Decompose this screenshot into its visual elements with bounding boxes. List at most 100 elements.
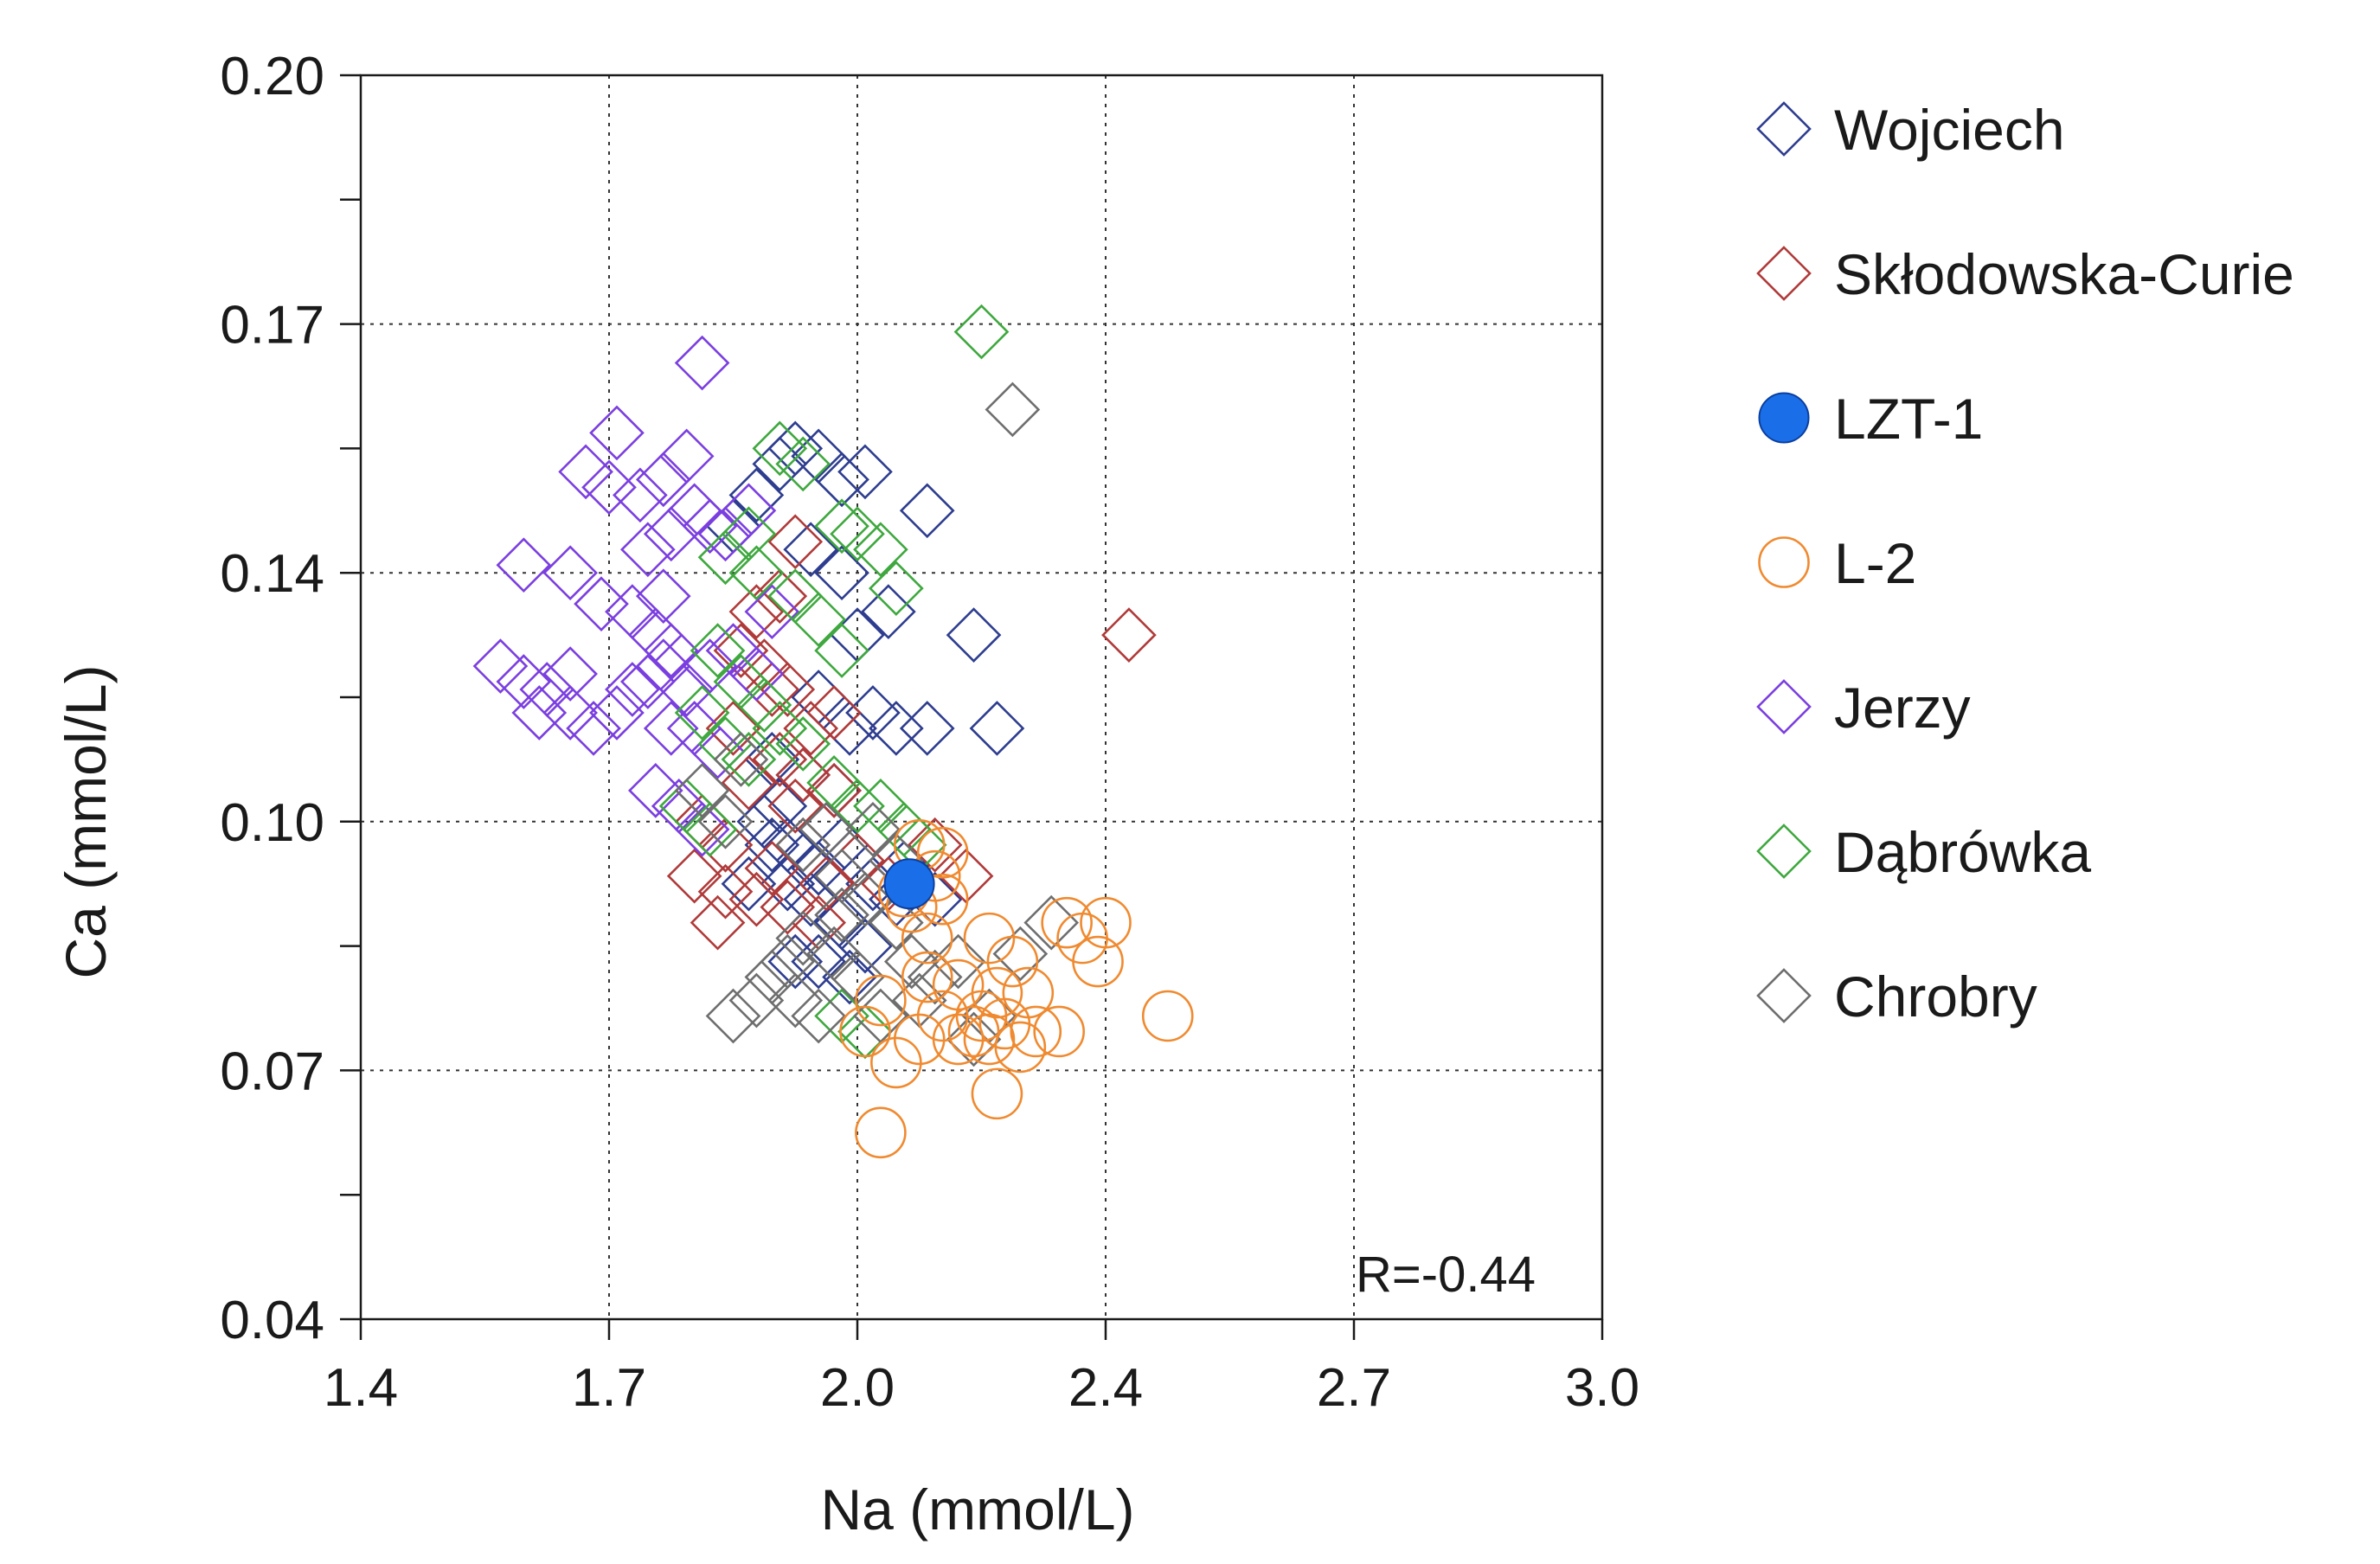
correlation-annotation: R=-0.44 [1356,1247,1536,1303]
data-point [767,778,824,834]
data-point [814,887,869,943]
data-point [855,974,907,1027]
data-point [767,420,824,477]
legend-label: Jerzy [1834,676,1971,740]
data-point [1056,912,1108,965]
axes [359,74,1604,1321]
data-point [893,1013,946,1066]
data-point [806,685,862,740]
data-point [814,452,869,508]
data-point [728,871,785,927]
data-point [994,1021,1047,1074]
x-tick-label: 2.7 [1317,1358,1391,1418]
data-point [605,584,660,639]
data-point [953,304,1010,360]
data-point [839,1005,891,1058]
data-point [963,1013,1016,1066]
series-lzt-1 [883,858,935,910]
data-point [620,522,676,578]
data-point [744,840,800,896]
data-point [899,701,955,756]
data-point [744,662,800,717]
series-l-2 [839,818,1194,1159]
data-point [806,926,862,982]
data-point [791,988,846,1044]
legend-label: LZT-1 [1834,387,1983,451]
data-point [938,848,994,904]
data-point [822,949,877,1005]
data-point [791,933,846,990]
data-point [767,514,824,570]
data-point [605,662,660,717]
data-point [744,817,800,873]
data-point [963,912,1016,965]
data-point [901,912,953,965]
data-point [901,951,953,1003]
data-point [682,801,738,857]
data-point [799,801,854,857]
data-point [728,646,785,702]
data-point [947,1005,1000,1058]
data-point [1010,1005,1062,1058]
data-point [721,506,777,562]
data-point [1072,935,1124,988]
data-point [697,817,754,873]
data-point [775,817,831,873]
data-point [814,545,869,601]
data-point [752,701,808,756]
data-point [869,701,924,756]
data-point [752,778,808,834]
data-point [814,498,869,554]
data-point [845,801,901,857]
data-point [791,840,846,896]
data-point [1023,894,1080,951]
data-point [635,452,691,508]
data-point [837,871,893,927]
data-point [496,537,552,593]
data-point [627,763,683,818]
y-tick-label: 0.10 [220,793,324,853]
data-point [589,405,645,461]
data-point [760,879,816,935]
data-point [721,856,777,912]
data-point [992,926,1049,982]
data-point [861,584,916,639]
data-point [697,793,754,849]
data-point [1141,990,1194,1042]
data-point [697,506,754,562]
data-point [674,685,730,740]
data-point [674,801,730,857]
data-point [899,483,955,539]
data-point [627,607,683,663]
legend-item: Wojciech [1756,98,2065,162]
data-point [721,732,777,787]
legend: Wojciech Skłodowska-Curie LZT-1 L-2 Jerzy Dąb… [1756,98,2294,1029]
data-point [1101,607,1157,663]
x-tick-label: 2.0 [820,1358,895,1418]
data-point [705,988,761,1044]
legend-label: Wojciech [1834,98,2065,162]
data-point [581,459,637,516]
data-point [643,506,699,562]
data-point [736,677,792,733]
y-tick-label: 0.17 [220,296,324,356]
series-dąbrówka [658,304,1010,1060]
data-point [705,701,761,756]
data-point [830,778,885,834]
data-point [767,933,824,990]
legend-item: Jerzy [1756,676,1971,740]
axis-ticks: 1.4 1.7 2.0 2.4 2.7 3.0 0.04 0.07 0.10 0.14 0.17 0.… [220,47,1639,1418]
data-point [760,662,816,717]
data-point [574,576,629,631]
data-point [775,747,831,803]
data-point [635,568,691,625]
data-point [985,381,1041,438]
legend-item: Chrobry [1756,965,2037,1029]
legend-label: Chrobry [1834,965,2037,1029]
data-point [697,863,754,920]
data-point [837,918,893,974]
plot-frame [359,74,1604,1321]
legend-item: Skłodowska-Curie [1756,242,2294,306]
data-point [542,646,598,702]
